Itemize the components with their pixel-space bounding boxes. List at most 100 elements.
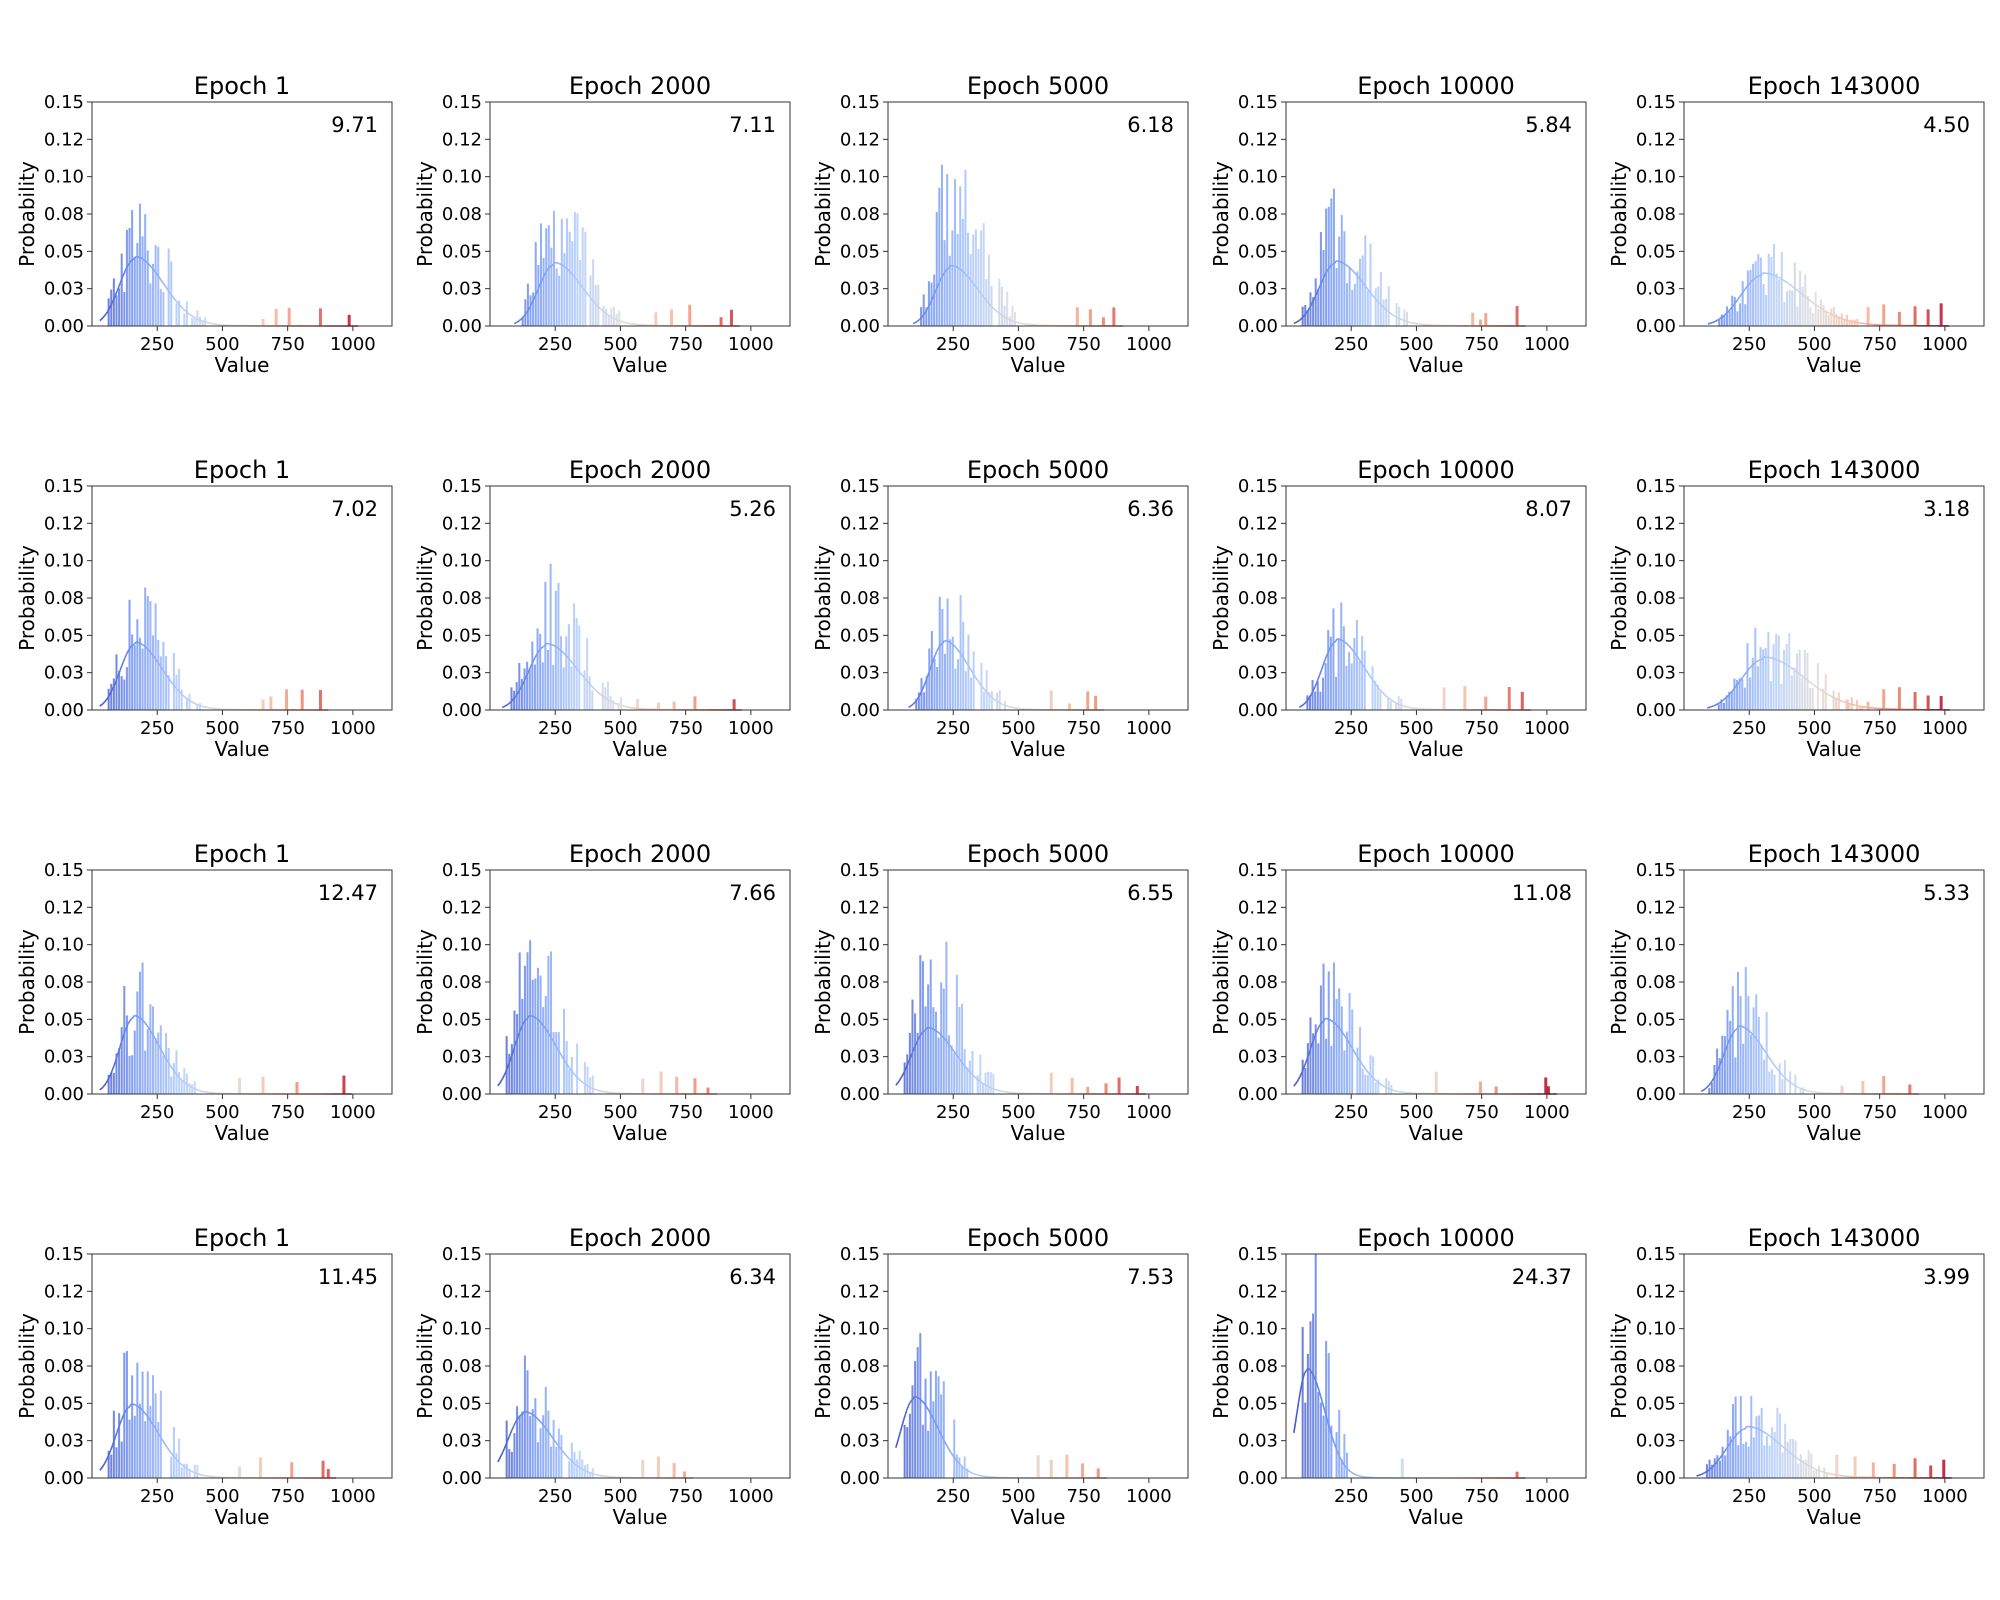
histogram-bar bbox=[1721, 1446, 1724, 1478]
kde-curve-segment bbox=[1382, 1085, 1386, 1088]
histogram-bar bbox=[942, 988, 945, 1094]
y-tick-label: 0.15 bbox=[840, 1244, 880, 1265]
kde-curve-segment bbox=[526, 1015, 530, 1019]
x-tick-label: 500 bbox=[1797, 1486, 1831, 1507]
kde-curve-segment bbox=[1783, 662, 1786, 665]
kde-curve-segment bbox=[174, 1457, 178, 1461]
kde-curve-segment bbox=[1358, 278, 1362, 282]
kde-curve-segment bbox=[981, 686, 985, 690]
kde-curve-segment bbox=[1825, 692, 1829, 695]
kde-curve-segment bbox=[1330, 1019, 1334, 1023]
kde-curve-segment bbox=[956, 1054, 960, 1058]
histogram-bar bbox=[1351, 1009, 1354, 1094]
histogram-bar bbox=[1304, 1067, 1307, 1094]
kde-curve-segment bbox=[108, 1073, 112, 1078]
subplot-r1-c2: Epoch 20007.110.000.030.050.080.100.120.… bbox=[413, 72, 791, 377]
kde-curve-segment bbox=[1296, 1078, 1300, 1083]
kde-curve-segment bbox=[171, 1453, 175, 1457]
y-tick-label: 0.10 bbox=[44, 935, 84, 956]
kde-curve-segment bbox=[1741, 1428, 1744, 1431]
kde-curve-segment bbox=[585, 291, 589, 295]
y-tick-label: 0.00 bbox=[442, 700, 482, 721]
kde-curve-segment bbox=[106, 308, 110, 312]
outlier-bar bbox=[1926, 309, 1930, 326]
subplot-stat-value: 5.33 bbox=[1923, 881, 1970, 905]
histogram-bar bbox=[1816, 662, 1819, 710]
kde-curve-segment bbox=[565, 655, 569, 659]
x-tick-label: 500 bbox=[1001, 1102, 1035, 1123]
histogram-bar bbox=[1840, 313, 1843, 326]
histogram-bar bbox=[196, 1464, 199, 1478]
kde-curve-segment bbox=[100, 317, 104, 320]
y-tick-label: 0.00 bbox=[1636, 316, 1676, 337]
kde-curve-segment bbox=[1744, 671, 1747, 675]
kde-curve-segment bbox=[179, 1462, 182, 1465]
histogram-bar bbox=[1346, 1452, 1349, 1478]
kde-curve-segment bbox=[908, 705, 911, 708]
subplot-r4-c1: Epoch 111.450.000.030.050.080.100.120.15… bbox=[15, 1224, 393, 1529]
kde-curve-segment bbox=[585, 1083, 588, 1087]
kde-curve-segment bbox=[128, 1018, 132, 1022]
kde-curve-segment bbox=[896, 1080, 900, 1084]
histogram-bar bbox=[1786, 1442, 1789, 1478]
kde-curve-segment bbox=[1376, 299, 1379, 303]
histogram-bar bbox=[568, 231, 571, 326]
outlier-bar bbox=[1853, 1456, 1857, 1478]
kde-curve-segment bbox=[100, 703, 104, 706]
kde-curve-segment bbox=[912, 701, 916, 705]
kde-curve-segment bbox=[1770, 1060, 1774, 1064]
kde-curve-segment bbox=[188, 1085, 192, 1088]
x-tick-label: 750 bbox=[1066, 718, 1100, 739]
kde-curve-segment bbox=[1299, 1072, 1303, 1077]
y-tick-label: 0.08 bbox=[44, 588, 84, 609]
kde-curve-segment bbox=[515, 692, 519, 696]
kde-curve-segment bbox=[1319, 1395, 1323, 1402]
kde-curve-segment bbox=[1717, 1064, 1721, 1069]
histogram-bar bbox=[589, 275, 592, 326]
kde-curve-segment bbox=[541, 1422, 544, 1426]
kde-curve-segment bbox=[1344, 1036, 1348, 1041]
kde-curve-segment bbox=[1360, 1062, 1364, 1066]
histogram-bar bbox=[172, 652, 175, 710]
kde-curve-segment bbox=[1789, 666, 1793, 669]
kde-curve-segment bbox=[122, 657, 126, 663]
histogram-bar bbox=[529, 295, 532, 326]
x-tick-label: 250 bbox=[936, 718, 970, 739]
kde-curve-segment bbox=[191, 315, 195, 318]
kde-curve-segment bbox=[138, 1406, 142, 1410]
kde-curve-segment bbox=[1797, 1458, 1801, 1461]
kde-curve-segment bbox=[172, 684, 176, 688]
histogram-bar bbox=[1319, 691, 1322, 710]
kde-curve-segment bbox=[511, 1426, 515, 1431]
kde-curve-segment bbox=[962, 657, 966, 661]
outlier-bar bbox=[1101, 317, 1105, 326]
kde-curve-segment bbox=[1736, 682, 1740, 686]
outlier-bar bbox=[1882, 1075, 1886, 1094]
histogram-bar bbox=[1306, 695, 1309, 710]
y-tick-label: 0.15 bbox=[442, 476, 482, 497]
kde-curve-segment bbox=[194, 702, 198, 706]
kde-curve-segment bbox=[194, 317, 198, 320]
outlier-bar bbox=[1939, 303, 1943, 326]
x-tick-label: 250 bbox=[1334, 718, 1368, 739]
kde-curve-segment bbox=[124, 267, 128, 272]
kde-curve-segment bbox=[526, 309, 530, 313]
kde-curve-segment bbox=[1787, 282, 1790, 285]
y-tick-label: 0.03 bbox=[1636, 279, 1676, 300]
kde-curve-segment bbox=[1720, 699, 1724, 703]
histogram-bar bbox=[547, 955, 550, 1094]
y-tick-label: 0.10 bbox=[44, 551, 84, 572]
kde-curve-segment bbox=[1794, 1084, 1798, 1088]
histogram-bar bbox=[951, 636, 954, 710]
histogram-bar bbox=[1312, 1033, 1315, 1094]
kde-curve-segment bbox=[1384, 694, 1388, 698]
histogram-bar bbox=[1802, 1087, 1805, 1094]
histogram-bar bbox=[998, 278, 1001, 326]
kde-curve-segment bbox=[1325, 1417, 1330, 1424]
kde-curve-segment bbox=[1318, 670, 1322, 676]
kde-curve-segment bbox=[515, 1035, 519, 1041]
subplot-r3-c4: Epoch 1000011.080.000.030.050.080.100.12… bbox=[1209, 840, 1587, 1145]
histogram-bar bbox=[550, 247, 553, 326]
kde-curve-segment bbox=[171, 682, 175, 686]
kde-curve-segment bbox=[1782, 1445, 1785, 1449]
